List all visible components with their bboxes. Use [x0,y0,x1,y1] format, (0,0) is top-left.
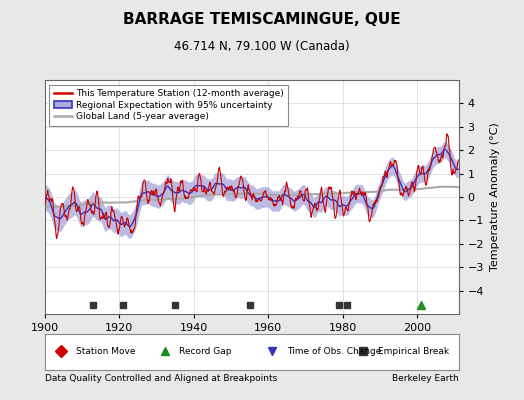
Text: Data Quality Controlled and Aligned at Breakpoints: Data Quality Controlled and Aligned at B… [45,374,277,383]
Text: Record Gap: Record Gap [179,348,232,356]
Text: Empirical Break: Empirical Break [378,348,449,356]
Text: BARRAGE TEMISCAMINGUE, QUE: BARRAGE TEMISCAMINGUE, QUE [123,12,401,27]
Text: Time of Obs. Change: Time of Obs. Change [287,348,381,356]
Legend: This Temperature Station (12-month average), Regional Expectation with 95% uncer: This Temperature Station (12-month avera… [49,84,288,126]
Text: Station Move: Station Move [75,348,135,356]
Y-axis label: Temperature Anomaly (°C): Temperature Anomaly (°C) [489,123,499,271]
Text: 46.714 N, 79.100 W (Canada): 46.714 N, 79.100 W (Canada) [174,40,350,53]
Text: Berkeley Earth: Berkeley Earth [392,374,458,383]
